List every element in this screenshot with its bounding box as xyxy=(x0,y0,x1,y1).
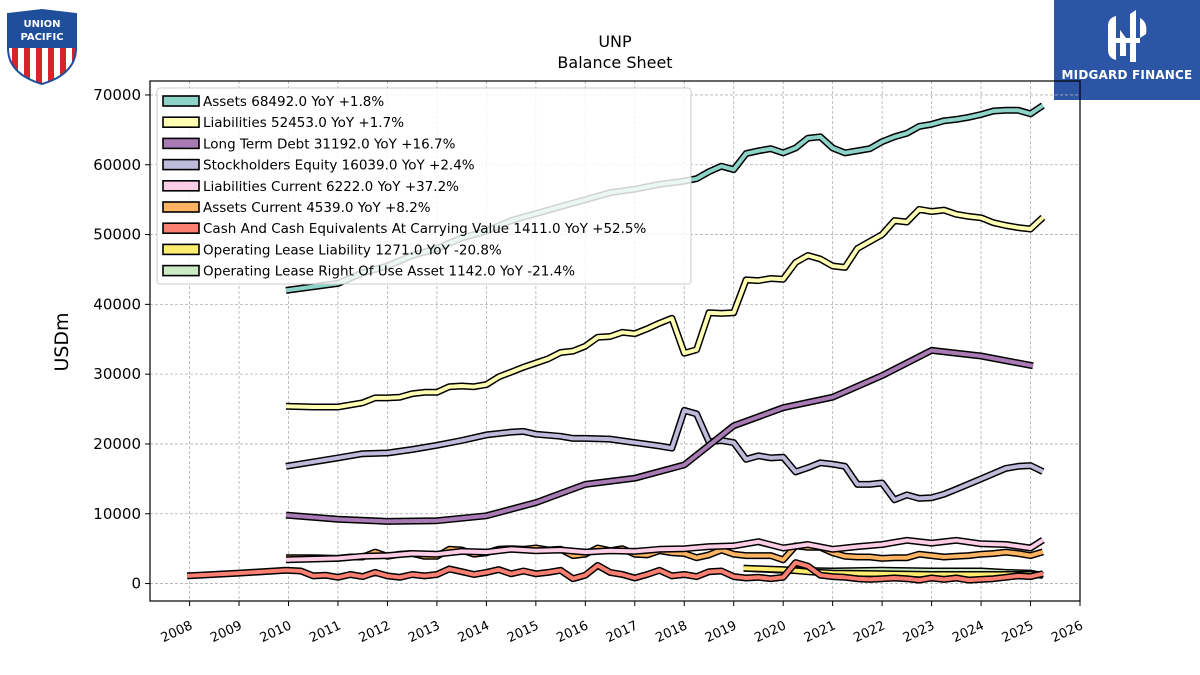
series-equity xyxy=(285,406,1045,504)
x-tick-label: 2011 xyxy=(307,618,343,646)
series-line-long_term_debt xyxy=(285,348,1034,524)
series-line-liabilities xyxy=(285,207,1045,409)
legend-label: Liabilities Current 6222.0 YoY +37.2% xyxy=(203,179,459,195)
x-tick-label: 2010 xyxy=(258,618,294,646)
union-pacific-logo: UNION PACIFIC xyxy=(6,8,78,86)
chart-subtitle: Balance Sheet xyxy=(557,53,672,72)
series-cash xyxy=(186,559,1044,584)
x-tick-label: 2016 xyxy=(555,618,591,646)
series-liabilities_current xyxy=(285,536,1045,564)
y-tick-label: 70000 xyxy=(93,86,141,104)
legend-label: Cash And Cash Equivalents At Carrying Va… xyxy=(203,221,647,237)
series-liabilities xyxy=(285,205,1046,411)
x-tick-label: 2015 xyxy=(505,618,541,646)
legend-label: Liabilities 52453.0 YoY +1.7% xyxy=(203,115,404,131)
plot-frame xyxy=(149,80,1081,602)
legend-swatch xyxy=(162,137,200,150)
series-line-liabilities_current xyxy=(285,538,1044,562)
y-axis-label: USDm xyxy=(51,312,73,371)
x-tick-label: 2009 xyxy=(208,618,244,646)
x-tick-label: 2022 xyxy=(851,618,887,646)
x-tick-label: 2019 xyxy=(703,618,739,646)
logo-text-pacific: PACIFIC xyxy=(20,32,63,43)
legend-swatch xyxy=(162,158,200,171)
legend-swatch xyxy=(162,243,200,256)
legend: Assets 68492.0 YoY +1.8% Liabilities 5245… xyxy=(156,87,692,285)
x-tick-label: 2024 xyxy=(950,618,986,646)
legend-swatch xyxy=(162,180,200,192)
y-tick-label: 40000 xyxy=(93,295,141,313)
legend-label: Operating Lease Liability 1271.0 YoY -20… xyxy=(203,242,502,258)
y-tick-label: 10000 xyxy=(93,505,141,523)
legend-swatch xyxy=(162,222,200,234)
midgard-finance-logo: MIDGARD FINANCE xyxy=(1054,0,1200,100)
legend-swatch xyxy=(162,95,200,107)
x-tick-label: 2021 xyxy=(802,618,838,646)
legend-label: Assets Current 4539.0 YoY +8.2% xyxy=(203,200,431,216)
series-outline-equity xyxy=(285,406,1045,504)
legend-swatch xyxy=(162,201,200,213)
series-line-equity xyxy=(285,408,1044,502)
x-tick-label: 2008 xyxy=(159,618,195,646)
x-tick-label: 2020 xyxy=(752,618,788,646)
series-line-cash xyxy=(186,560,1044,583)
legend-label: Long Term Debt 31192.0 YoY +16.7% xyxy=(203,136,456,152)
legend-box xyxy=(156,87,692,285)
x-tick-label: 2014 xyxy=(456,618,492,646)
y-tick-label: 30000 xyxy=(93,365,141,383)
legend-label: Assets 68492.0 YoY +1.8% xyxy=(203,94,384,110)
legend-label: Stockholders Equity 16039.0 YoY +2.4% xyxy=(203,158,475,174)
legend-swatch xyxy=(162,264,200,277)
y-tick-label: 50000 xyxy=(93,226,141,244)
y-tick-label: 20000 xyxy=(93,435,141,453)
midgard-brand-text: MIDGARD FINANCE xyxy=(1061,68,1193,82)
x-tick-label: 2012 xyxy=(357,618,393,646)
x-tick-label: 2018 xyxy=(653,618,689,646)
chart-title: UNP xyxy=(598,32,632,51)
legend-label: Operating Lease Right Of Use Asset 1142.… xyxy=(203,264,575,280)
logo-text-union: UNION xyxy=(23,19,60,30)
midgard-emblem-icon xyxy=(1108,10,1147,62)
x-tick-label: 2025 xyxy=(1000,618,1036,646)
y-tick-label: 0 xyxy=(131,575,141,593)
x-tick-label: 2013 xyxy=(406,618,442,646)
x-tick-label: 2023 xyxy=(901,618,937,646)
series-long_term_debt xyxy=(285,346,1034,525)
y-tick-label: 60000 xyxy=(93,156,141,174)
x-tick-label: 2017 xyxy=(604,618,640,646)
x-tick-label: 2026 xyxy=(1049,618,1085,646)
series-lines xyxy=(186,102,1046,584)
legend-swatch xyxy=(162,116,200,128)
